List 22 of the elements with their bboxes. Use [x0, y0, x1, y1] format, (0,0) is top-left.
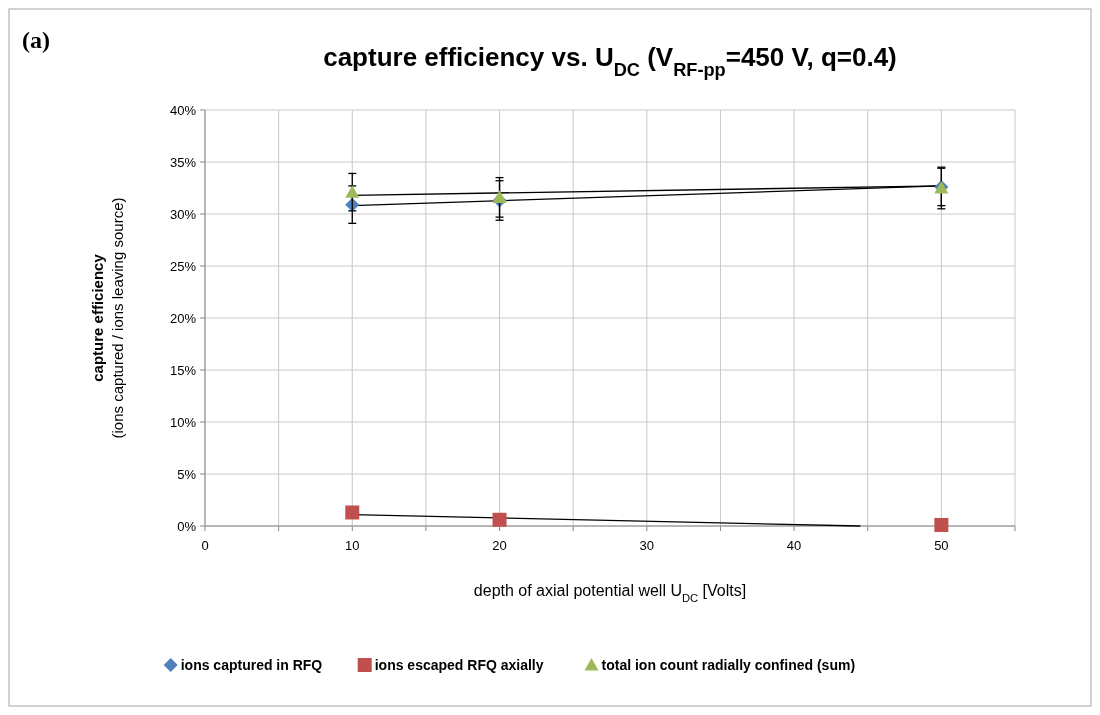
x-tick-label: 0	[201, 538, 209, 553]
y-tick-label: 15%	[169, 363, 197, 378]
y-tick-label: 5%	[177, 467, 197, 482]
text: (a)	[22, 27, 50, 53]
legend-label: total ion count radially confined (sum)	[601, 657, 856, 673]
x-tick-label: 10	[345, 538, 360, 553]
x-axis-title: depth of axial potential well U$_{DC}$ [Volts]	[473, 582, 747, 604]
y-tick-label: 0%	[177, 519, 197, 534]
y-tick-label: 10%	[169, 415, 197, 430]
y-tick-label: 40%	[169, 103, 197, 118]
y-tick-label: 35%	[169, 155, 197, 170]
x-tick-label: 40	[786, 538, 802, 553]
chart-title: capture efficiency vs. U$_{DC}$ (V$_{RF-pp}$=450 V, q=0.4)	[323, 42, 897, 80]
legend-label: ions captured in RFQ	[180, 657, 323, 673]
y-tick-label: 20%	[169, 311, 197, 326]
y-tick-label: 25%	[169, 259, 197, 274]
x-tick-label: 50	[934, 538, 949, 553]
x-tick-label: 30	[639, 538, 655, 553]
y-axis-title: capture efficiency (ions captured / ions leaving source)	[89, 197, 126, 439]
legend-label: ions escaped RFQ axially	[374, 657, 544, 673]
x-tick-label: 20	[492, 538, 507, 553]
y-tick-label: 30%	[169, 207, 197, 222]
